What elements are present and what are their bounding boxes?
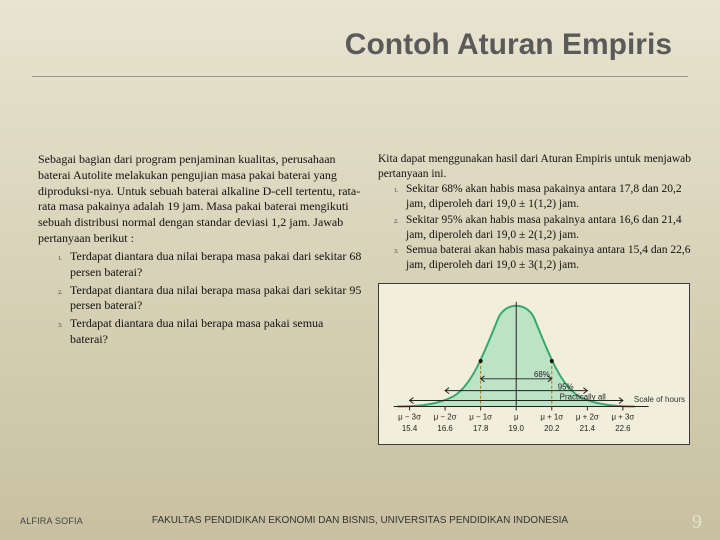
chart-svg: 68% 95% Practically all μ − 3σ μ − 2σ μ … [379, 284, 689, 444]
s2: μ − 1σ [469, 412, 492, 421]
list-item: Terdapat diantara dua nilai berapa masa … [64, 249, 364, 281]
right-column: Kita dapat menggunakan hasil dari Aturan… [378, 152, 692, 445]
left-column: Sebagai bagian dari program penjaminan k… [38, 152, 364, 445]
h6: 22.6 [615, 424, 631, 433]
normal-curve-chart: 68% 95% Practically all μ − 3σ μ − 2σ μ … [378, 283, 690, 445]
list-item: Semua baterai akan habis masa pakainya a… [400, 243, 692, 272]
a1-text: Sekitar 68% akan habis masa pakainya ant… [406, 183, 682, 210]
list-item: Sekitar 68% akan habis masa pakainya ant… [400, 182, 692, 211]
h2: 17.8 [473, 424, 489, 433]
hour-labels: 15.4 16.6 17.8 19.0 20.2 21.4 22.6 [402, 424, 631, 433]
h5: 21.4 [580, 424, 596, 433]
page-title: Contoh Aturan Empiris [345, 28, 672, 62]
s4: μ + 1σ [540, 412, 563, 421]
h3: 19.0 [509, 424, 525, 433]
dot-left [479, 359, 483, 363]
a2-text: Sekitar 95% akan habis masa pakainya ant… [406, 214, 682, 241]
s0: μ − 3σ [398, 412, 421, 421]
list-item: Terdapat diantara dua nilai berapa masa … [64, 283, 364, 315]
pct68-label: 68% [534, 370, 550, 379]
answer-list: Sekitar 68% akan habis masa pakainya ant… [378, 182, 692, 272]
footer-institution: FAKULTAS PENDIDIKAN EKONOMI DAN BISNIS, … [0, 515, 720, 526]
s6: μ + 3σ [611, 412, 634, 421]
s1: μ − 2σ [434, 412, 457, 421]
s5: μ + 2σ [576, 412, 599, 421]
sigma-labels: μ − 3σ μ − 2σ μ − 1σ μ μ + 1σ μ + 2σ μ +… [398, 412, 634, 421]
problem-intro: Sebagai bagian dari program penjaminan k… [38, 152, 364, 247]
answer-intro: Kita dapat menggunakan hasil dari Aturan… [378, 152, 692, 181]
h1: 16.6 [437, 424, 453, 433]
dot-right [550, 359, 554, 363]
title-rule [32, 76, 688, 77]
all-label: Practically all [560, 392, 606, 401]
q3-text: Terdapat diantara dua nilai berapa masa … [70, 316, 323, 346]
q1-text: Terdapat diantara dua nilai berapa masa … [70, 249, 361, 279]
h4: 20.2 [544, 424, 559, 433]
content-area: Sebagai bagian dari program penjaminan k… [38, 152, 692, 445]
h0: 15.4 [402, 424, 418, 433]
pct95-label: 95% [558, 382, 574, 391]
tick-group [410, 406, 623, 410]
list-item: Terdapat diantara dua nilai berapa masa … [64, 316, 364, 348]
a3-text: Semua baterai akan habis masa pakainya a… [406, 244, 691, 271]
list-item: Sekitar 95% akan habis masa pakainya ant… [400, 213, 692, 242]
s3: μ [514, 412, 519, 421]
question-list: Terdapat diantara dua nilai berapa masa … [38, 249, 364, 348]
scale-label: Scale of hours [634, 396, 685, 404]
page-number: 9 [692, 511, 702, 534]
q2-text: Terdapat diantara dua nilai berapa masa … [70, 283, 361, 313]
